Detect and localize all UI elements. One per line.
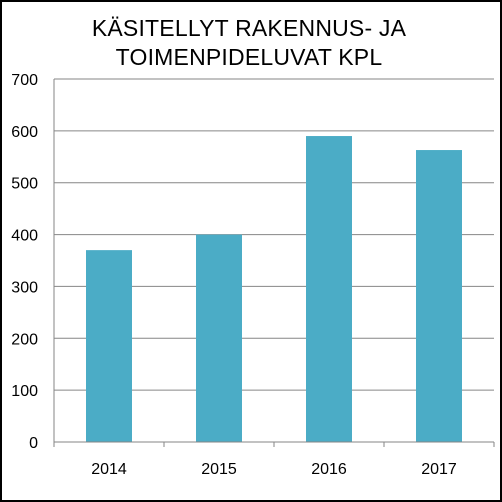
y-tick-label-400: 400 xyxy=(11,228,38,245)
bar-2015 xyxy=(196,234,242,442)
chart-title: KÄSITELLYT RAKENNUS- JA TOIMENPIDELUVAT … xyxy=(40,14,458,72)
y-tick-label-500: 500 xyxy=(11,176,38,193)
x-tick-label-2017: 2017 xyxy=(421,461,457,478)
bar-2017 xyxy=(416,150,462,442)
axes xyxy=(53,79,495,447)
chart-title-line-2: TOIMENPIDELUVAT KPL xyxy=(115,44,383,70)
tick-labels: 0 100 200 300 400 500 600 700 2014 2015 2016 2017 xyxy=(11,72,457,478)
bar-2014 xyxy=(86,250,132,442)
y-tick-label-300: 300 xyxy=(11,279,38,296)
y-tick-label-100: 100 xyxy=(11,383,38,400)
x-tick-label-2014: 2014 xyxy=(91,461,127,478)
bar-2016 xyxy=(306,136,352,443)
y-tick-label-0: 0 xyxy=(29,435,38,452)
x-tick-label-2016: 2016 xyxy=(311,461,347,478)
y-tick-label-200: 200 xyxy=(11,331,38,348)
chart-title-line-1: KÄSITELLYT RAKENNUS- JA xyxy=(91,15,407,41)
x-tick-label-2015: 2015 xyxy=(201,461,237,478)
y-tick-label-700: 700 xyxy=(11,72,38,89)
bars xyxy=(86,136,462,443)
y-tick-label-600: 600 xyxy=(11,124,38,141)
